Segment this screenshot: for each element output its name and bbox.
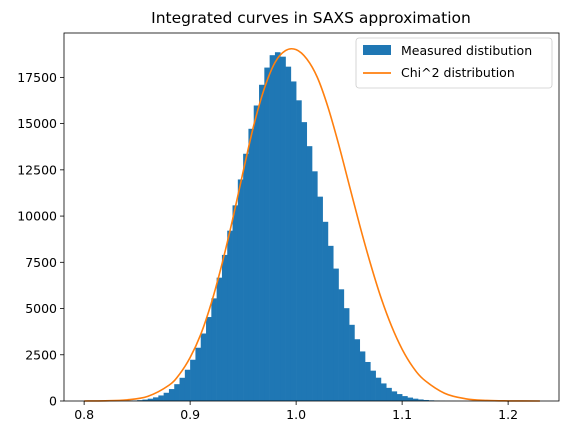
histogram-bar	[375, 377, 382, 401]
histogram-bar	[280, 56, 286, 402]
histogram-bar	[333, 268, 339, 401]
histogram-bar	[370, 370, 376, 401]
y-tick-label: 17500	[17, 70, 57, 85]
histogram-bar	[179, 377, 186, 401]
histogram-bar	[248, 128, 255, 402]
x-tick-label: 1.1	[392, 407, 412, 422]
legend-label-measured: Measured distibution	[401, 43, 532, 58]
y-tick-label: 12500	[17, 162, 57, 177]
histogram-bar	[264, 67, 270, 401]
histogram-bar	[174, 384, 180, 401]
y-tick-label: 15000	[17, 116, 57, 131]
histogram-bar	[338, 289, 345, 401]
legend-swatch-measured	[363, 45, 391, 55]
legend: Measured distibution Chi^2 distribution	[355, 37, 553, 89]
y-tick-label: 0	[49, 394, 57, 409]
histogram-bar	[232, 205, 239, 401]
histogram-bar	[227, 230, 233, 401]
histogram-bar	[195, 347, 202, 401]
chart-title: Integrated curves in SAXS approximation	[151, 9, 471, 27]
histogram-bar	[312, 171, 318, 401]
histogram-bar	[147, 398, 154, 401]
histogram-bar	[365, 361, 371, 401]
histogram-bar	[237, 179, 244, 401]
histogram-bar	[386, 387, 392, 401]
y-tick-label: 7500	[25, 255, 57, 270]
histogram-bar	[269, 55, 276, 401]
histogram-bar	[343, 308, 350, 401]
histogram-bar	[163, 392, 170, 401]
histogram-bar	[359, 351, 366, 401]
histogram-bar	[137, 400, 143, 401]
histogram-bar	[259, 84, 265, 401]
histogram-bar	[349, 324, 355, 401]
histogram-bar	[412, 398, 419, 401]
histogram-bar	[221, 254, 228, 401]
x-tick-label: 1.0	[286, 407, 306, 422]
histogram-bar	[322, 221, 329, 401]
histogram-bar	[296, 100, 302, 401]
histogram-bar	[168, 389, 175, 401]
histogram-bar	[211, 298, 217, 401]
histogram-bar	[380, 383, 387, 401]
histogram-bars	[105, 52, 477, 402]
histogram-bar	[206, 317, 212, 401]
histogram-bar	[407, 397, 414, 401]
x-axis: 0.8 0.9 1.0 1.1 1.2	[74, 401, 518, 422]
histogram-bar	[418, 399, 424, 401]
histogram-bar	[354, 339, 361, 401]
y-tick-label: 10000	[17, 209, 57, 224]
histogram-bar	[327, 245, 334, 401]
histogram-bar	[253, 105, 260, 402]
y-axis: 0 2500 5000 7500 10000 12500 15000 17500	[17, 70, 64, 409]
histogram-bar	[391, 391, 398, 401]
x-tick-label: 0.9	[180, 407, 200, 422]
chi2-curve	[84, 47, 540, 402]
histogram-bar	[184, 369, 191, 401]
plot-frame	[63, 32, 560, 402]
histogram-bar	[243, 153, 249, 401]
histogram-bar	[423, 399, 429, 401]
histogram-bar	[216, 277, 223, 401]
x-tick-label: 0.8	[74, 407, 94, 422]
histogram-bar	[200, 333, 207, 401]
histogram-bar	[153, 397, 159, 401]
histogram-bar	[402, 396, 408, 401]
legend-label-chi2: Chi^2 distribution	[401, 65, 515, 80]
histogram-bar	[274, 52, 281, 401]
legend-box	[355, 37, 553, 89]
histogram-bar	[290, 81, 297, 401]
histogram-bar	[317, 196, 323, 401]
histogram-bar	[396, 394, 403, 401]
histogram-bar	[190, 359, 196, 401]
histogram-bar	[142, 399, 149, 401]
histogram-bar	[158, 395, 164, 401]
y-tick-label: 2500	[25, 347, 57, 362]
histogram-bar	[285, 66, 292, 401]
x-tick-label: 1.2	[498, 407, 518, 422]
histogram-bar	[306, 146, 313, 401]
histogram-bar	[301, 122, 308, 401]
y-tick-label: 5000	[25, 301, 57, 316]
